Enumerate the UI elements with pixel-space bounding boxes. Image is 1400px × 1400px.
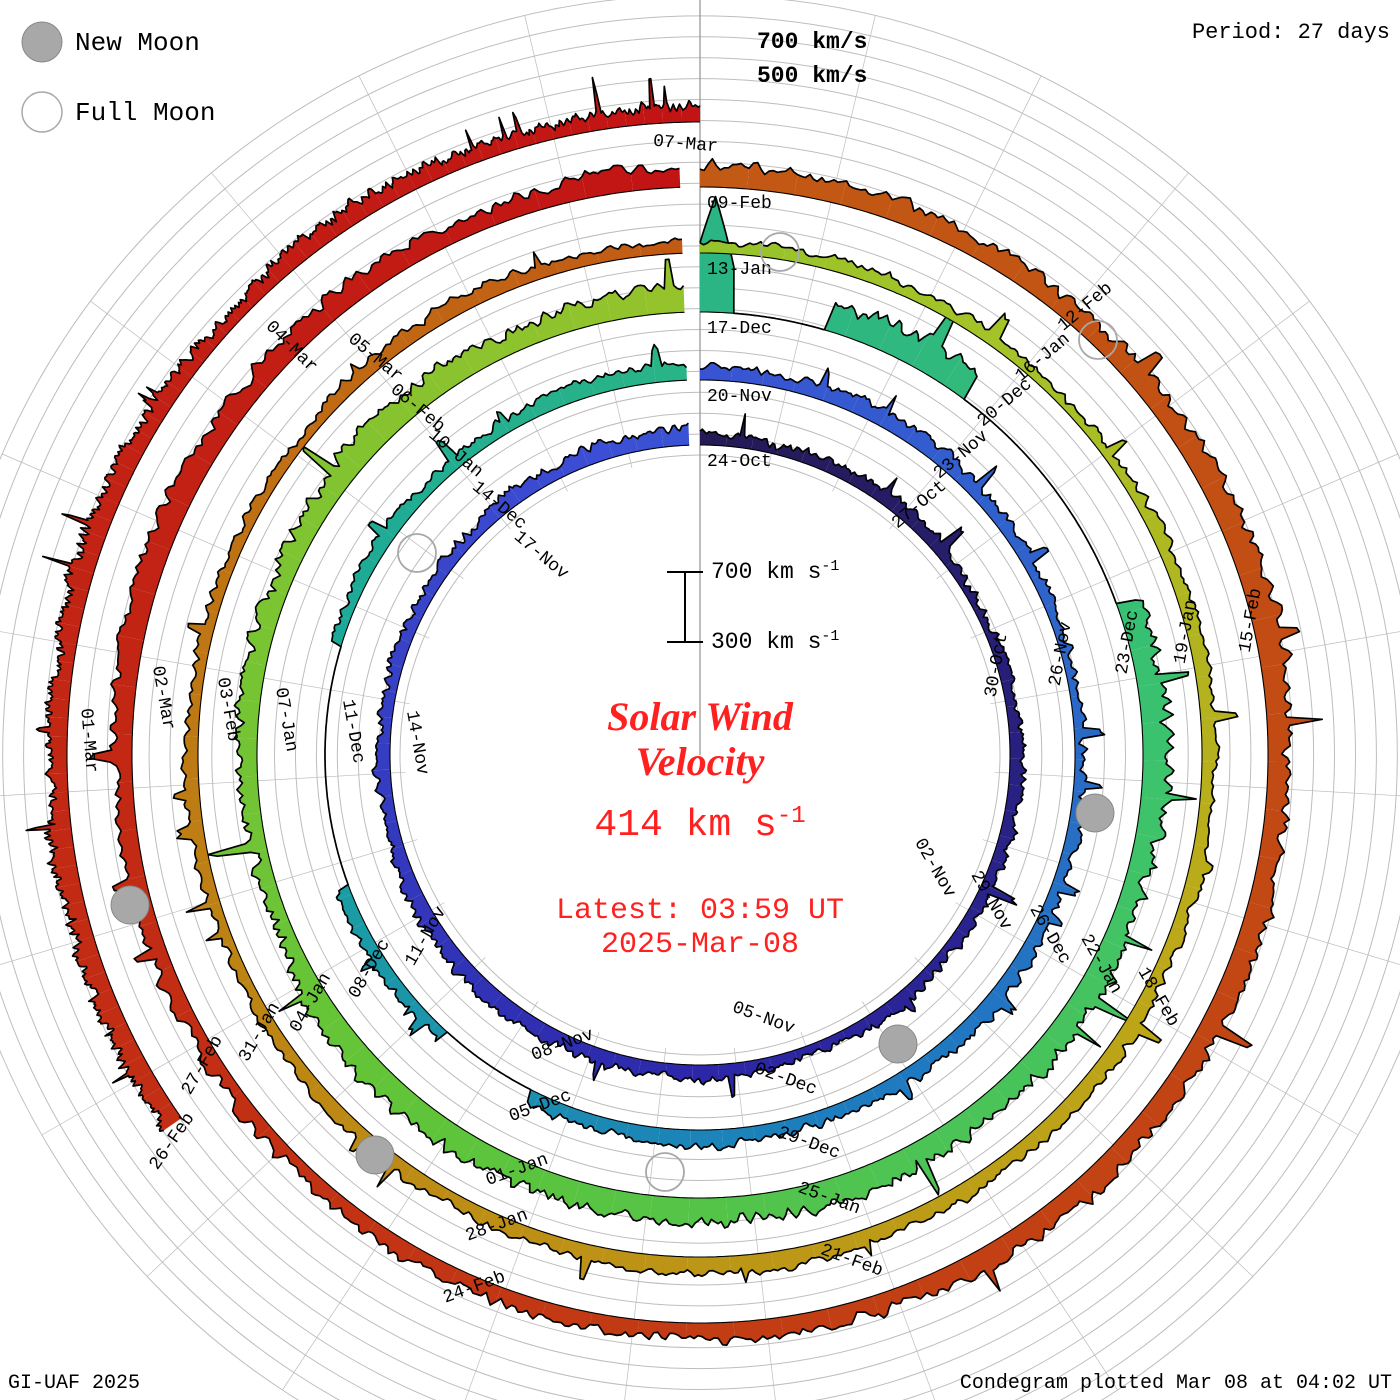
svg-text:Solar Wind: Solar Wind	[607, 694, 794, 739]
svg-text:20-Nov: 20-Nov	[707, 387, 772, 407]
svg-text:24-Oct: 24-Oct	[707, 452, 772, 472]
svg-text:700 km s-1: 700 km s-1	[711, 558, 839, 586]
svg-text:Condegram plotted Mar 08 at 04: Condegram plotted Mar 08 at 04:02 UT	[960, 1372, 1392, 1395]
svg-text:Period: 27 days: Period: 27 days	[1192, 20, 1390, 45]
svg-text:500 km/s: 500 km/s	[757, 63, 867, 89]
svg-text:300 km s-1: 300 km s-1	[711, 628, 839, 656]
svg-text:13-Jan: 13-Jan	[707, 260, 772, 280]
svg-text:New Moon: New Moon	[75, 28, 200, 58]
svg-text:Full Moon: Full Moon	[75, 98, 215, 128]
svg-text:GI-UAF 2025: GI-UAF 2025	[8, 1372, 140, 1395]
svg-text:700 km/s: 700 km/s	[757, 29, 867, 55]
svg-text:Latest: 03:59 UT: Latest: 03:59 UT	[556, 894, 844, 928]
svg-text:2025-Mar-08: 2025-Mar-08	[601, 928, 799, 962]
svg-text:09-Feb: 09-Feb	[707, 194, 772, 214]
svg-text:414 km s-1: 414 km s-1	[594, 803, 805, 848]
svg-text:Velocity: Velocity	[636, 739, 765, 784]
svg-text:17-Dec: 17-Dec	[707, 319, 772, 339]
